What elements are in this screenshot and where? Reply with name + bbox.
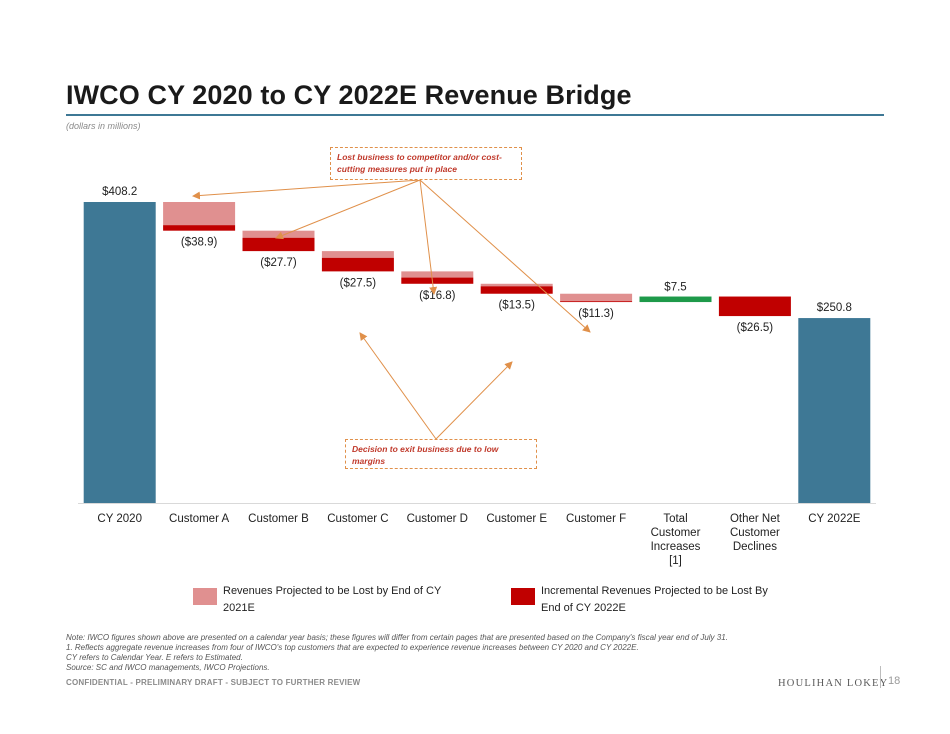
callout-exit-business: Decision to exit business due to low mar… xyxy=(345,439,537,469)
data-label: ($16.8) xyxy=(419,290,456,302)
category-label: Increases xyxy=(651,541,701,553)
bar-lost-2021e xyxy=(480,283,553,287)
category-label: [1] xyxy=(669,555,682,567)
bar-other-declines xyxy=(718,296,791,317)
page-divider xyxy=(880,666,881,688)
category-label: Total xyxy=(663,513,687,525)
category-label: CY 2022E xyxy=(808,513,861,525)
category-label: Customer xyxy=(730,527,780,539)
bar-lost-2022e xyxy=(480,286,553,294)
bar-lost-2022e xyxy=(321,257,394,272)
callout-arrow xyxy=(419,179,438,295)
callout-lost-business: Lost business to competitor and/or cost-… xyxy=(330,147,522,180)
callout-arrow xyxy=(192,179,421,200)
data-label: ($38.9) xyxy=(181,237,218,249)
category-label: Customer E xyxy=(486,513,547,525)
bar-lost-2022e xyxy=(242,237,315,252)
category-label: Customer C xyxy=(327,513,388,525)
bar-lost-2022e xyxy=(163,225,236,231)
brand-logo: HOULIHAN LOKEY xyxy=(778,678,889,689)
callout-arrow xyxy=(359,332,437,440)
revenue-bridge-chart: $408.2 CY 2020 ($38.9) Customer A ($27.7) Cus… xyxy=(78,179,876,567)
bar-lost-2021e xyxy=(401,271,474,278)
category-label: Customer F xyxy=(566,513,626,525)
title-rule xyxy=(66,114,884,116)
legend-label-dark: Incremental Revenues Projected to be Los… xyxy=(541,585,768,614)
data-label: ($27.7) xyxy=(260,257,297,269)
footnote-line: Note: IWCO figures shown above are prese… xyxy=(66,633,728,642)
units-subtitle: (dollars in millions) xyxy=(66,121,141,131)
bar-lost-2021e xyxy=(560,293,633,302)
category-label: CY 2020 xyxy=(97,513,142,525)
bar-total xyxy=(798,318,871,503)
data-label: $250.8 xyxy=(817,302,852,314)
bar-lost-2022e xyxy=(401,277,474,284)
callout-arrow xyxy=(275,179,421,240)
data-label: ($11.3) xyxy=(578,308,614,320)
data-label: $7.5 xyxy=(664,282,686,294)
footnote-line: Source: SC and IWCO managements, IWCO Pr… xyxy=(66,663,270,672)
page-number: 18 xyxy=(888,675,901,687)
callout-arrow xyxy=(435,361,513,440)
data-label: ($13.5) xyxy=(498,300,535,312)
category-label: Customer B xyxy=(248,513,309,525)
legend-swatch-dark xyxy=(511,588,535,605)
category-label: Customer xyxy=(651,527,701,539)
bar-lost-2022e xyxy=(560,301,633,303)
footnote-line: 1. Reflects aggregate revenue increases … xyxy=(66,643,639,652)
legend-label-light: Revenues Projected to be Lost by End of … xyxy=(223,585,442,614)
bar-increase xyxy=(639,296,712,303)
data-label: ($27.5) xyxy=(340,277,377,289)
category-label: Other Net xyxy=(730,513,781,525)
category-label: Customer A xyxy=(169,513,229,525)
callout-arrow xyxy=(419,179,591,333)
bar-lost-2021e xyxy=(321,251,394,258)
data-label: ($26.5) xyxy=(737,322,774,334)
footnotes: Note: IWCO figures shown above are prese… xyxy=(66,633,886,673)
page-title: IWCO CY 2020 to CY 2022E Revenue Bridge xyxy=(66,80,632,110)
data-label: $408.2 xyxy=(102,186,137,198)
category-label: Declines xyxy=(733,541,777,553)
bar-total xyxy=(83,202,156,503)
confidential-notice: CONFIDENTIAL - PRELIMINARY DRAFT - SUBJE… xyxy=(66,678,361,687)
legend-swatch-light xyxy=(193,588,217,605)
category-label: Customer D xyxy=(407,513,468,525)
bar-lost-2021e xyxy=(163,202,236,226)
footnote-line: CY refers to Calendar Year. E refers to … xyxy=(66,653,243,662)
